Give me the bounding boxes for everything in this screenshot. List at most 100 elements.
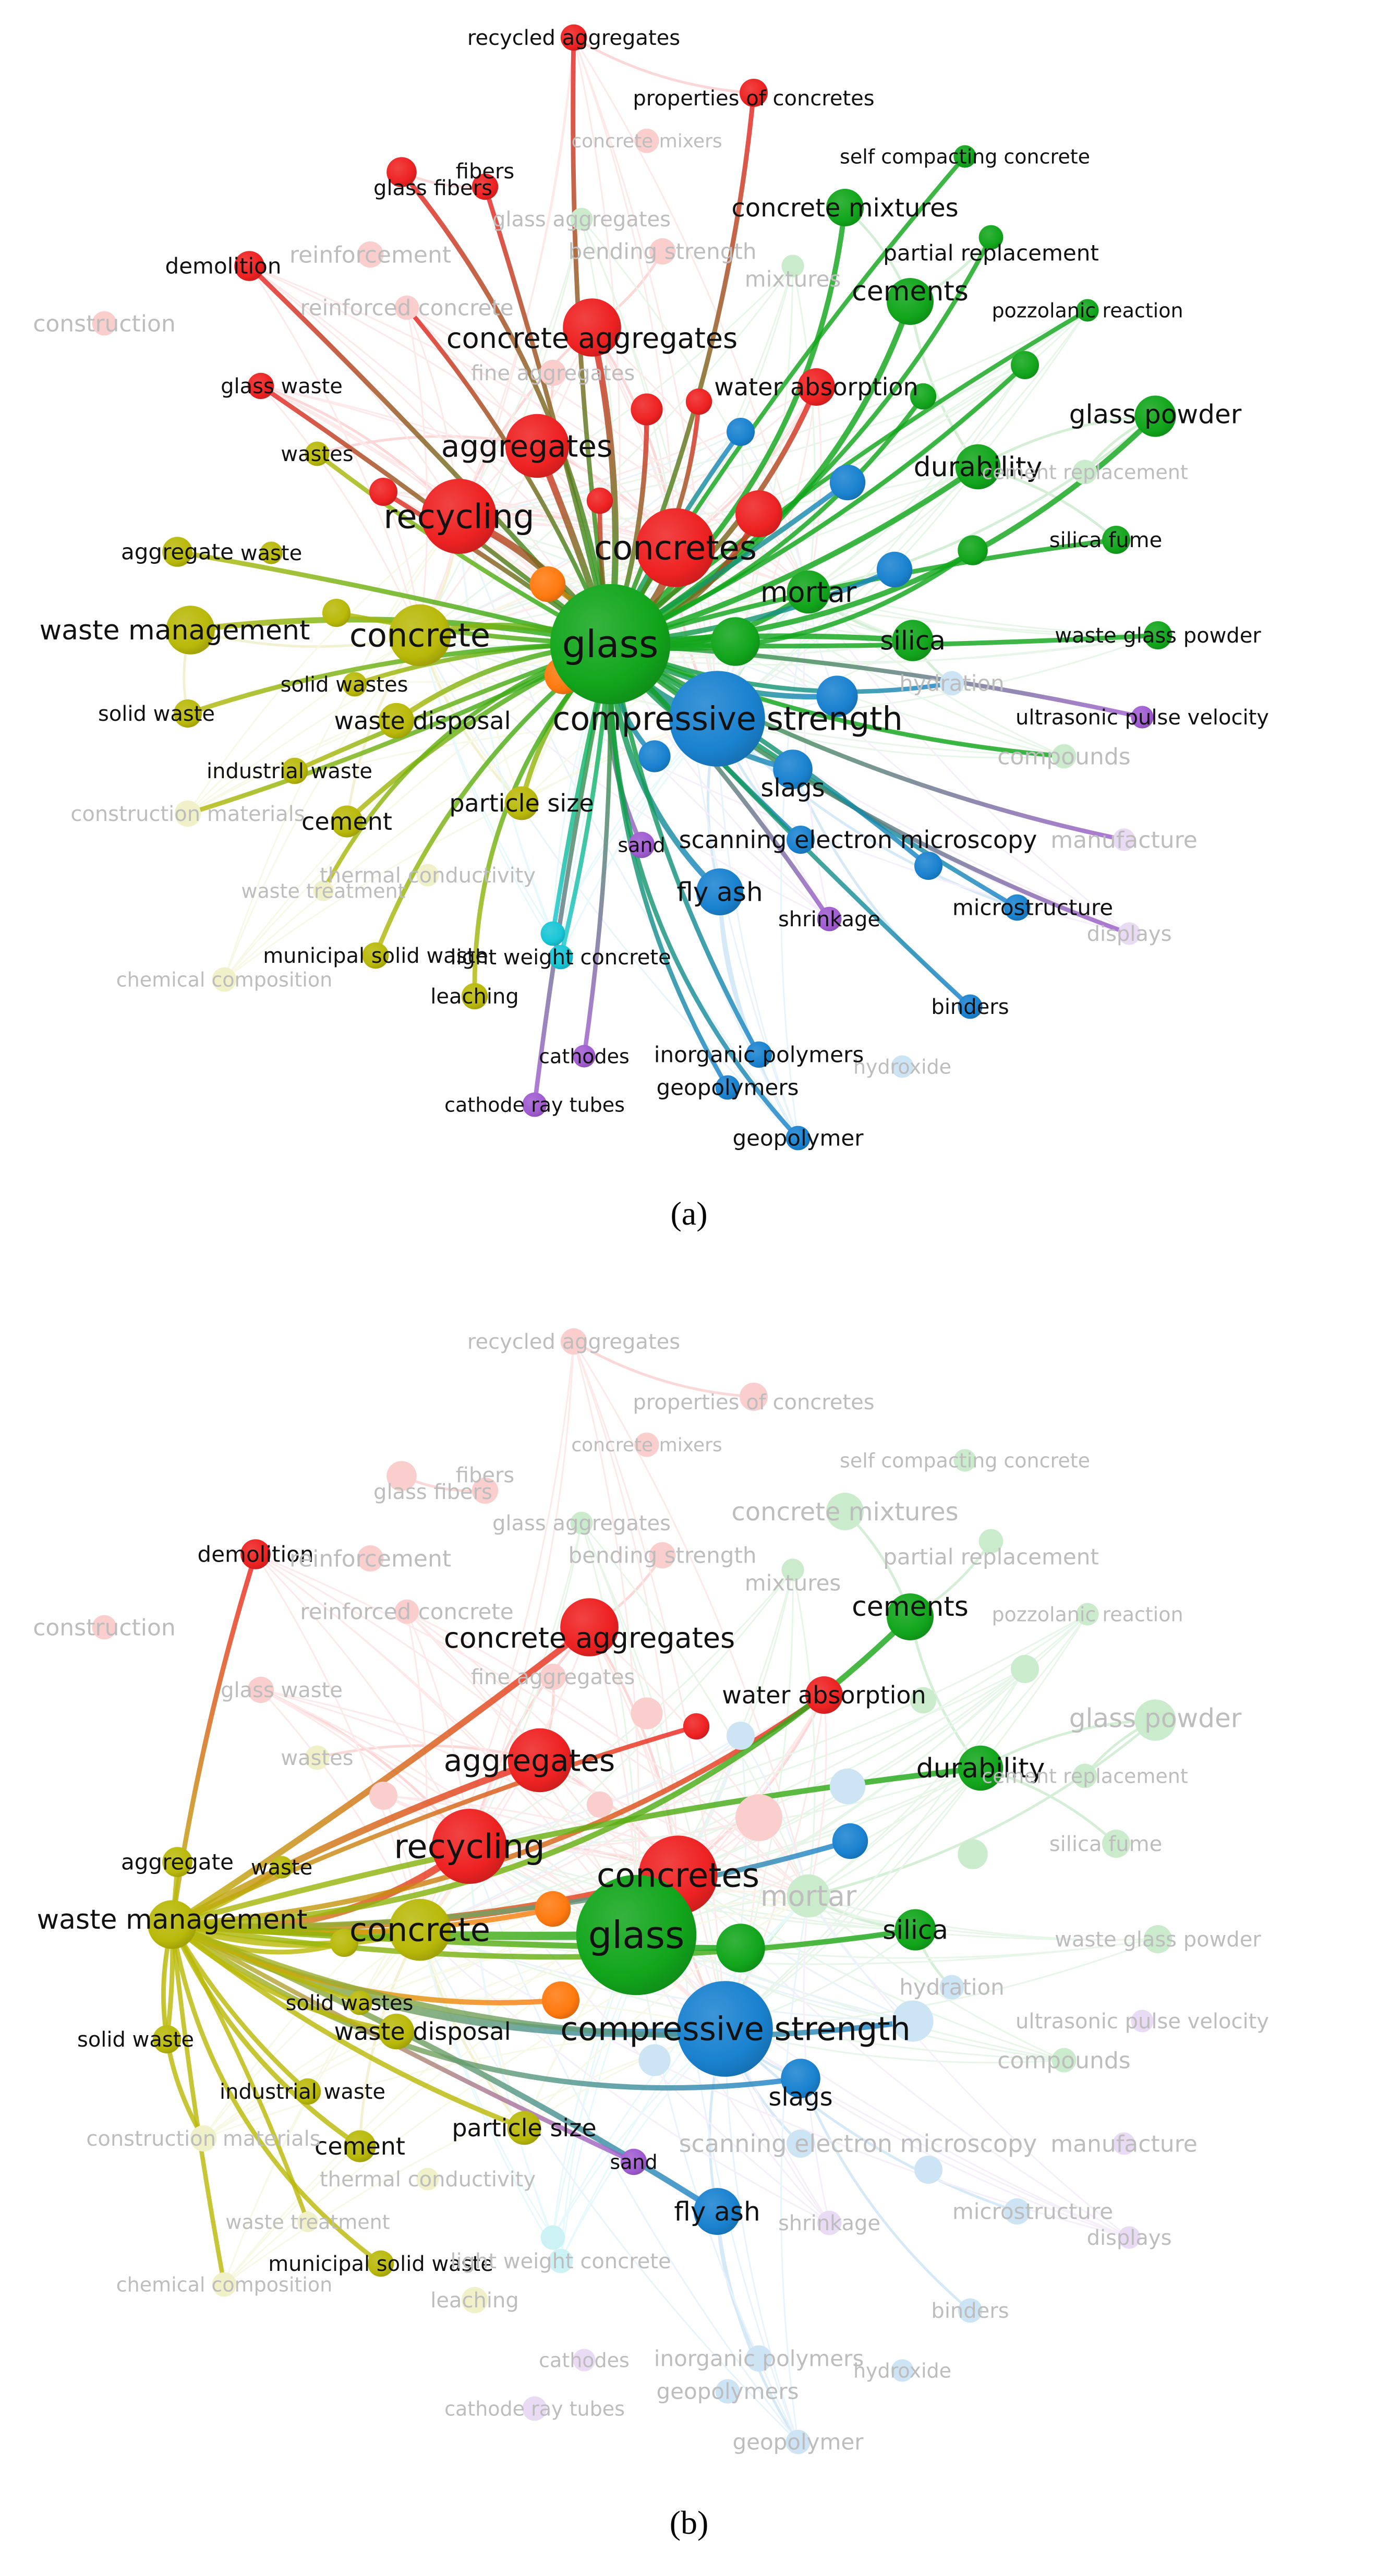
node-green-near-glass[interactable] (716, 1924, 765, 1973)
node-blue-small5[interactable] (638, 740, 671, 772)
node-construction[interactable] (92, 1615, 117, 1640)
node-concrete-aggregates[interactable] (563, 298, 621, 357)
node-sand[interactable] (628, 831, 655, 858)
node-fine-aggregates[interactable] (539, 1663, 566, 1690)
node-recycled-aggregates[interactable] (560, 24, 587, 51)
node-inorganic-polymers[interactable] (745, 2345, 772, 2372)
node-concrete-aggregates[interactable] (560, 1598, 619, 1656)
node-red-small2[interactable] (631, 1697, 663, 1730)
node-pozzolanic-reaction[interactable] (1076, 299, 1099, 322)
node-glass-aggregates[interactable] (570, 1511, 593, 1534)
node-yellow-small1[interactable] (330, 1929, 358, 1957)
node-durability[interactable] (958, 1745, 1004, 1791)
node-glass-aggregates[interactable] (570, 208, 593, 231)
node-recycling[interactable] (432, 1809, 507, 1884)
node-wastes[interactable] (305, 1745, 330, 1770)
node-green-small3[interactable] (910, 1687, 937, 1714)
node-fine-aggregates[interactable] (539, 359, 566, 386)
node-green-small4[interactable] (958, 1839, 988, 1869)
node-cement[interactable] (344, 2130, 376, 2162)
node-silica[interactable] (895, 1909, 936, 1951)
node-geopolymers[interactable] (715, 1075, 740, 1100)
node-self-compacting-concrete[interactable] (953, 1449, 976, 1472)
node-geopolymer[interactable] (785, 1126, 811, 1151)
node-cement-replacement[interactable] (1072, 1763, 1097, 1788)
node-properties-of-concretes[interactable] (740, 79, 768, 107)
node-recycled-aggregates[interactable] (560, 1328, 587, 1355)
node-silica[interactable] (892, 620, 934, 661)
node-durability[interactable] (955, 444, 1001, 490)
node-partial-replacement[interactable] (978, 225, 1004, 250)
node-cement[interactable] (331, 805, 363, 838)
node-cathodes[interactable] (573, 2349, 596, 2372)
node-bending-strength[interactable] (649, 1542, 676, 1569)
node-blue-small1[interactable] (727, 1722, 755, 1750)
node-concrete-mixtures[interactable] (826, 189, 864, 226)
node-silica-fume[interactable] (1102, 1830, 1130, 1858)
node-orange2[interactable] (542, 1981, 579, 2019)
node-waste-management[interactable] (148, 1900, 197, 1949)
node-glass-fibers[interactable] (386, 1461, 417, 1491)
node-properties-of-concretes[interactable] (740, 1383, 768, 1411)
node-waste-management[interactable] (166, 606, 215, 655)
node-glass-powder[interactable] (1134, 395, 1176, 437)
node-shrinkage[interactable] (817, 2210, 842, 2235)
node-reinforced-concrete[interactable] (394, 295, 419, 320)
node-mortar[interactable] (787, 570, 830, 614)
node-thermal-conductivity[interactable] (416, 2168, 439, 2191)
node-cement-replacement[interactable] (1072, 459, 1097, 485)
node-blue-small2[interactable] (829, 1768, 866, 1805)
node-water-absorption[interactable] (805, 1676, 843, 1714)
node-hydroxide[interactable] (891, 1055, 914, 1078)
node-manufacture[interactable] (1113, 828, 1135, 851)
node-blue-small6[interactable] (914, 2156, 942, 2184)
node-sand[interactable] (620, 2148, 647, 2175)
node-aggregates[interactable] (507, 1728, 572, 1793)
node-green-small3[interactable] (910, 383, 937, 410)
node-ultrasonic-pulse-velocity[interactable] (1131, 706, 1154, 729)
node-green-near-glass[interactable] (711, 617, 760, 666)
node-concretes[interactable] (636, 508, 715, 587)
node-fly-ash[interactable] (694, 2188, 741, 2235)
node-blue-small1[interactable] (727, 418, 755, 446)
node-red-small2[interactable] (631, 393, 663, 426)
node-glass[interactable] (550, 584, 671, 705)
node-glass-fibers[interactable] (386, 157, 417, 187)
node-glass-powder[interactable] (1134, 1699, 1176, 1741)
node-blue-small4[interactable] (816, 675, 858, 717)
node-self-compacting-concrete[interactable] (953, 145, 976, 168)
node-aggregate[interactable] (162, 537, 192, 567)
node-reinforcement[interactable] (357, 1545, 384, 1572)
node-demolition[interactable] (240, 1539, 271, 1569)
node-cyan-small1[interactable] (540, 921, 565, 946)
node-solid-wastes[interactable] (342, 672, 367, 697)
node-mixtures[interactable] (781, 1558, 804, 1581)
node-blue-small2[interactable] (829, 464, 866, 501)
node-cathode-ray-tubes[interactable] (522, 1092, 547, 1117)
node-construction-materials[interactable] (190, 2125, 217, 2152)
node-scanning-electron-microscopy[interactable] (787, 826, 815, 854)
node-waste-disposal[interactable] (378, 2013, 415, 2050)
node-compressive-strength[interactable] (669, 671, 765, 767)
node-cements[interactable] (887, 1593, 934, 1640)
node-demolition[interactable] (234, 251, 264, 281)
node-hydroxide[interactable] (891, 2359, 914, 2382)
node-cathodes[interactable] (573, 1045, 596, 1068)
node-particle-size[interactable] (504, 786, 539, 820)
node-green-small2[interactable] (1011, 351, 1039, 379)
node-reinforced-concrete[interactable] (394, 1599, 419, 1624)
node-construction-materials[interactable] (174, 800, 201, 827)
node-pozzolanic-reaction[interactable] (1076, 1603, 1099, 1626)
node-concrete-mixtures[interactable] (826, 1493, 864, 1530)
node-displays[interactable] (1118, 922, 1141, 945)
node-silica-fume[interactable] (1102, 526, 1130, 554)
node-solid-wastes[interactable] (347, 1990, 372, 2015)
node-glass[interactable] (576, 1874, 697, 1996)
node-cathode-ray-tubes[interactable] (522, 2396, 547, 2421)
node-light-weight-concrete[interactable] (548, 945, 573, 970)
node-inorganic-polymers[interactable] (745, 1041, 772, 1068)
node-bending-strength[interactable] (649, 238, 676, 265)
node-yellow-small1[interactable] (322, 599, 350, 627)
node-cyan-small1[interactable] (540, 2225, 565, 2250)
node-red-small3[interactable] (685, 388, 712, 415)
